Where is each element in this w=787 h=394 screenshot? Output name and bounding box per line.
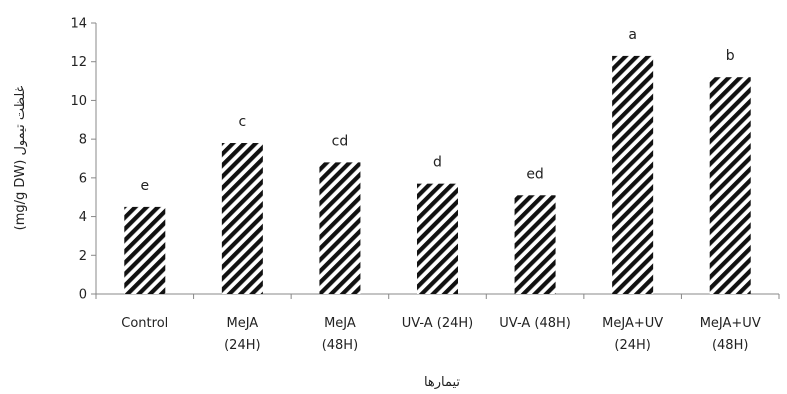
- x-tick-label: UV-A (24H): [402, 316, 474, 331]
- y-tick-label: 12: [70, 55, 87, 70]
- y-tick-label: 6: [79, 171, 87, 186]
- y-tick-label: 0: [79, 288, 87, 303]
- bar: [124, 206, 166, 294]
- bar: [417, 183, 458, 294]
- significance-label: b: [726, 48, 735, 64]
- x-axis: Control MeJA (24H) MeJA (48H) UV-A (24H) UV-A …: [95, 293, 780, 353]
- x-tick-label: Control: [121, 316, 168, 331]
- y-tick-label: 10: [70, 94, 87, 109]
- y-tick-label: 2: [79, 249, 87, 264]
- significance-labels: e c cd d ed a b: [140, 27, 734, 194]
- x-tick-label: UV-A (48H): [499, 316, 571, 331]
- significance-label: d: [433, 155, 442, 171]
- y-tick-label: 14: [70, 17, 87, 32]
- bar: [514, 195, 556, 294]
- significance-label: c: [239, 114, 247, 130]
- bar: [709, 77, 751, 294]
- bars: [124, 55, 751, 295]
- significance-label: ed: [526, 166, 544, 182]
- significance-label: a: [628, 27, 637, 43]
- bar: [221, 143, 263, 294]
- significance-label: e: [140, 178, 149, 194]
- y-tick-label: 4: [79, 210, 87, 225]
- x-axis-title: تیمارها: [424, 375, 460, 390]
- y-axis-title: (mg/g DW) غلظت تیمول: [13, 85, 28, 230]
- significance-label: cd: [332, 133, 349, 149]
- x-tick-label: MeJA (24H): [224, 316, 260, 353]
- y-axis: 0 2 4 6 8 10 12 14: [70, 17, 97, 303]
- x-tick-label: MeJA+UV (48H): [700, 316, 761, 353]
- bar: [319, 162, 361, 294]
- x-tick-label: MeJA (48H): [322, 316, 358, 353]
- x-tick-label: MeJA+UV (24H): [602, 316, 663, 353]
- y-tick-label: 8: [79, 133, 87, 148]
- bar: [612, 55, 654, 295]
